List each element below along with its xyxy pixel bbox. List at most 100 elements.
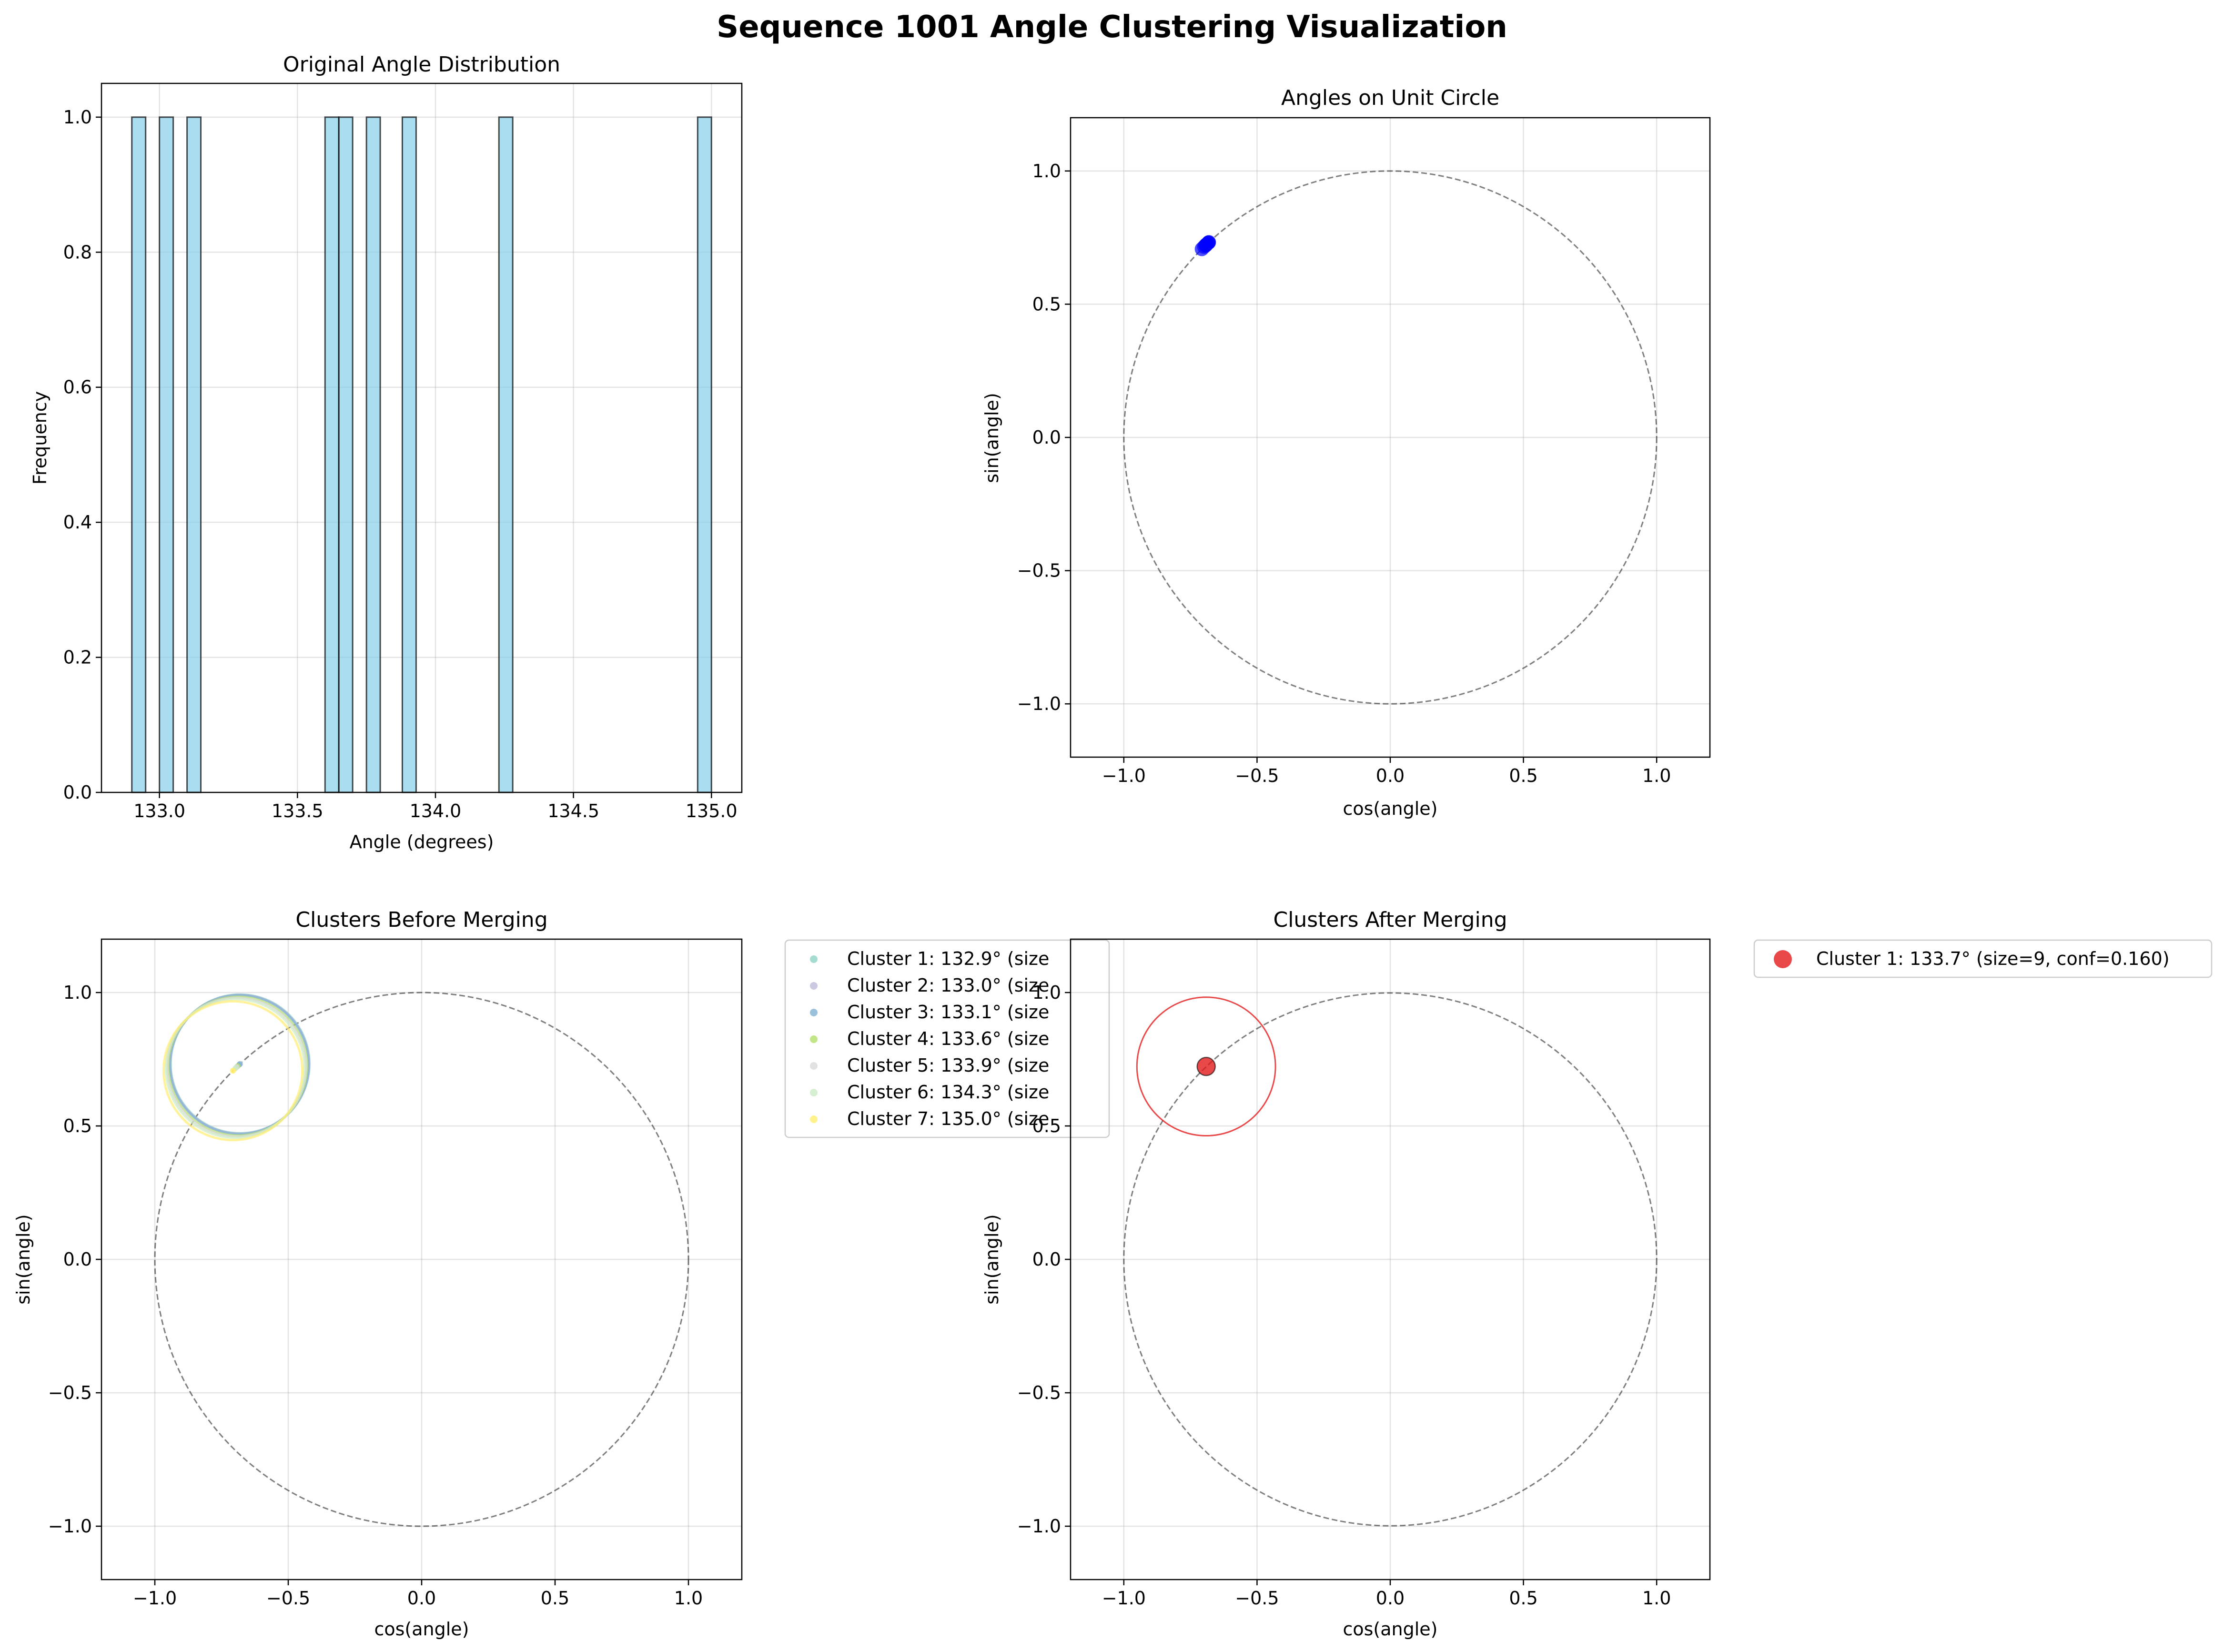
unit-xtick-label: −1.0 xyxy=(1102,765,1146,786)
unit-xtick-label: 0.5 xyxy=(1509,765,1537,786)
histogram-title: Original Angle Distribution xyxy=(283,52,560,77)
after-ytick-label: −1.0 xyxy=(1017,1516,1061,1537)
cluster-range-ring xyxy=(169,994,310,1135)
before-unit-circle xyxy=(154,992,689,1527)
hist-ytick-label: 1.0 xyxy=(63,107,92,128)
before-xtick-label: −0.5 xyxy=(266,1588,310,1609)
unit-ytick-label: 0.5 xyxy=(1032,294,1061,314)
histogram-bar xyxy=(186,116,202,793)
histogram-xlabel: Angle (degrees) xyxy=(350,831,494,852)
cluster-range-ring xyxy=(162,1000,304,1142)
legend-marker xyxy=(810,1009,818,1016)
before-xtick-label: 0.5 xyxy=(541,1588,569,1609)
after-xtick-label: 0.0 xyxy=(1376,1588,1405,1609)
histogram-panel: Original Angle Distribution 133.0 133.5 13… xyxy=(30,52,743,852)
clusters-before-legend: Cluster 1: 132.9° (size Cluster 2: 133.0°… xyxy=(784,939,1110,1138)
hist-ytick-label: 0.4 xyxy=(63,512,92,533)
histogram-frame xyxy=(101,82,743,793)
before-legend-frame xyxy=(784,939,1110,1138)
clusters-before-xlabel: cos(angle) xyxy=(374,1619,469,1640)
unit-xtick-label: 1.0 xyxy=(1642,765,1671,786)
unit-ytick-label: −1.0 xyxy=(1017,693,1061,714)
hist-ytick-label: 0.2 xyxy=(63,647,92,668)
clusters-after-title: Clusters After Merging xyxy=(1273,908,1507,932)
after-xtick-label: −0.5 xyxy=(1235,1588,1279,1609)
merged-cluster-ring xyxy=(1136,996,1276,1137)
before-xtick-label: 1.0 xyxy=(674,1588,703,1609)
clusters-after-panel: Clusters After Merging −1.0 −0.5 0.0 0.5 1.0… xyxy=(981,908,2213,1640)
after-ytick-label: 0.5 xyxy=(1032,1115,1061,1136)
clusters-after-legend: Cluster 1: 133.7° (size=9, conf=0.160) xyxy=(1753,939,2213,978)
after-ytick-label: 1.0 xyxy=(1032,982,1061,1003)
hist-ytick-label: 0.6 xyxy=(63,377,92,398)
unit-ytick-label: −0.5 xyxy=(1017,560,1061,581)
histogram-ylabel: Frequency xyxy=(30,391,51,485)
legend-label: Cluster 1: 133.7° (size=9, conf=0.160) xyxy=(1816,948,2170,969)
before-xtick-label: −1.0 xyxy=(133,1588,177,1609)
histogram-bar xyxy=(697,116,712,793)
figure-title: Sequence 1001 Angle Clustering Visualiza… xyxy=(717,10,1507,45)
legend-label: Cluster 6: 134.3° (size xyxy=(847,1082,1049,1103)
hist-xtick-label: 133.0 xyxy=(133,801,185,821)
histogram-bar xyxy=(365,116,381,793)
clusters-after-ylabel: sin(angle) xyxy=(981,1214,1002,1305)
histogram-bar xyxy=(498,116,514,793)
legend-marker xyxy=(1774,950,1792,968)
legend-label: Cluster 1: 132.9° (size xyxy=(847,948,1049,969)
unit-circle-panel: Angles on Unit Circle −1.0 −0.5 0.0 0.5 1.0 −… xyxy=(981,86,1711,819)
hist-xtick-label: 133.5 xyxy=(272,801,323,821)
clusters-before-ylabel: sin(angle) xyxy=(13,1214,34,1305)
unit-unit-circle xyxy=(1123,170,1658,705)
after-legend-frame xyxy=(1753,939,2213,978)
histogram-bar xyxy=(131,116,147,793)
hist-ytick-label: 0.8 xyxy=(63,242,92,263)
clusters-before-panel: Clusters Before Merging −1.0 −0.5 0.0 0.5 1.… xyxy=(13,908,1110,1640)
histogram-bar xyxy=(159,116,174,793)
after-xtick-label: 0.5 xyxy=(1509,1588,1537,1609)
legend-marker xyxy=(810,955,818,963)
legend-marker xyxy=(810,1062,818,1070)
before-ytick-label: −1.0 xyxy=(48,1516,92,1537)
legend-marker xyxy=(810,982,818,990)
legend-marker xyxy=(810,1089,818,1096)
unit-circle-xlabel: cos(angle) xyxy=(1343,798,1437,819)
before-ytick-label: −0.5 xyxy=(48,1382,92,1403)
legend-label: Cluster 4: 133.6° (size xyxy=(847,1028,1049,1049)
legend-label: Cluster 2: 133.0° (size xyxy=(847,975,1049,996)
clusters-after-xlabel: cos(angle) xyxy=(1343,1619,1437,1640)
unit-ytick-label: 1.0 xyxy=(1032,161,1061,182)
after-xtick-label: −1.0 xyxy=(1102,1588,1146,1609)
angle-point xyxy=(1194,242,1209,256)
cluster-center-point xyxy=(230,1068,236,1074)
cluster-range-ring xyxy=(166,996,307,1138)
after-ytick-label: −0.5 xyxy=(1017,1382,1061,1403)
after-xtick-label: 1.0 xyxy=(1642,1588,1671,1609)
legend-label: Cluster 3: 133.1° (size xyxy=(847,1002,1049,1023)
unit-ytick-label: 0.0 xyxy=(1032,427,1061,448)
unit-xtick-label: 0.0 xyxy=(1376,765,1405,786)
hist-xtick-label: 134.0 xyxy=(410,801,462,821)
after-ytick-label: 0.0 xyxy=(1032,1249,1061,1270)
histogram-bar xyxy=(401,116,417,793)
hist-ytick-label: 0.0 xyxy=(63,782,92,803)
cluster-range-ring xyxy=(164,998,306,1139)
before-ytick-label: 0.0 xyxy=(63,1249,92,1270)
hist-xtick-label: 134.5 xyxy=(547,801,599,821)
merged-cluster-point xyxy=(1196,1056,1216,1076)
legend-label: Cluster 7: 135.0° (size xyxy=(847,1108,1049,1129)
unit-circle-ylabel: sin(angle) xyxy=(981,393,1002,483)
legend-marker xyxy=(810,1115,818,1123)
hist-xtick-label: 135.0 xyxy=(686,801,738,821)
unit-xtick-label: −0.5 xyxy=(1235,765,1279,786)
before-ytick-label: 0.5 xyxy=(63,1115,92,1136)
before-xtick-label: 0.0 xyxy=(407,1588,436,1609)
histogram-bar xyxy=(338,116,354,793)
before-ytick-label: 1.0 xyxy=(63,982,92,1003)
unit-circle-title: Angles on Unit Circle xyxy=(1281,86,1499,110)
legend-marker xyxy=(810,1035,818,1043)
histogram-bar xyxy=(324,116,340,793)
clusters-before-title: Clusters Before Merging xyxy=(295,908,547,932)
after-unit-circle xyxy=(1123,992,1658,1527)
legend-label: Cluster 5: 133.9° (size xyxy=(847,1055,1049,1076)
